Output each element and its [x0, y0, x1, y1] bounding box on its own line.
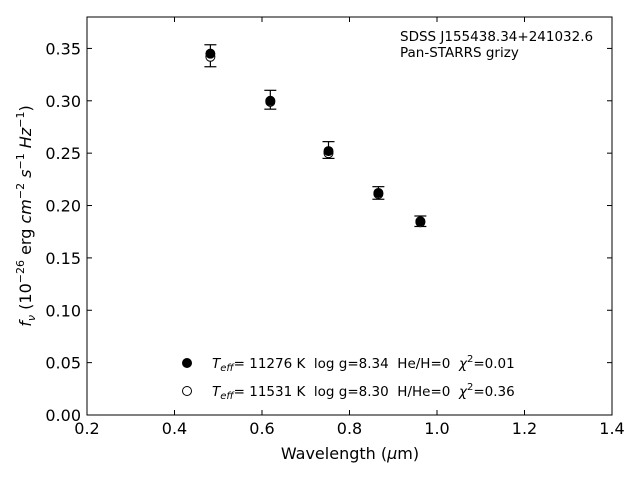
x-axis-label: Wavelength (μm) [281, 444, 419, 463]
y-tick-label: 0.25 [45, 144, 81, 163]
y-tick-label: 0.35 [45, 39, 81, 58]
y-tick-labels: 0.00 0.05 0.10 0.15 0.20 0.25 0.30 0.35 [45, 39, 81, 425]
y-tick-label: 0.00 [45, 406, 81, 425]
legend: Teff= 11276 K log g=8.34 He/H=0 χ2=0.01 … [182, 354, 515, 402]
x-tick-label: 0.8 [337, 419, 362, 438]
y-axis-label: fν (10−26 erg cm−2 s−1 Hz−1) [14, 105, 38, 326]
x-tick-label: 1.0 [424, 419, 449, 438]
y-tick-label: 0.15 [45, 249, 81, 268]
annotation-survey: Pan-STARRS grizy [400, 45, 519, 61]
point-filled [415, 216, 426, 227]
legend-entry-open: Teff= 11531 K log g=8.30 H/He=0 χ2=0.36 [212, 382, 515, 402]
error-bars [204, 44, 427, 228]
point-filled [373, 187, 384, 198]
annotation-object: SDSS J155438.34+241032.6 [400, 29, 593, 45]
y-tick-label: 0.10 [45, 301, 81, 320]
x-tick-label: 1.4 [599, 419, 624, 438]
x-tick-label: 1.2 [512, 419, 537, 438]
x-tick-label: 0.4 [162, 419, 187, 438]
point-filled [205, 48, 216, 59]
legend-marker-filled [182, 358, 192, 368]
y-tick-label: 0.30 [45, 92, 81, 111]
ticks-layer [86, 17, 613, 416]
data-points [205, 48, 426, 228]
x-tick-labels: 0.2 0.4 0.6 0.8 1.0 1.2 1.4 [74, 419, 624, 438]
x-tick-label: 0.2 [74, 419, 99, 438]
x-tick-label: 0.6 [249, 419, 274, 438]
point-filled [265, 95, 276, 106]
point-filled [323, 146, 334, 157]
y-tick-label: 0.05 [45, 354, 81, 373]
legend-entry-filled: Teff= 11276 K log g=8.34 He/H=0 χ2=0.01 [212, 354, 515, 374]
legend-marker-open [182, 386, 192, 396]
y-tick-label: 0.20 [45, 197, 81, 216]
